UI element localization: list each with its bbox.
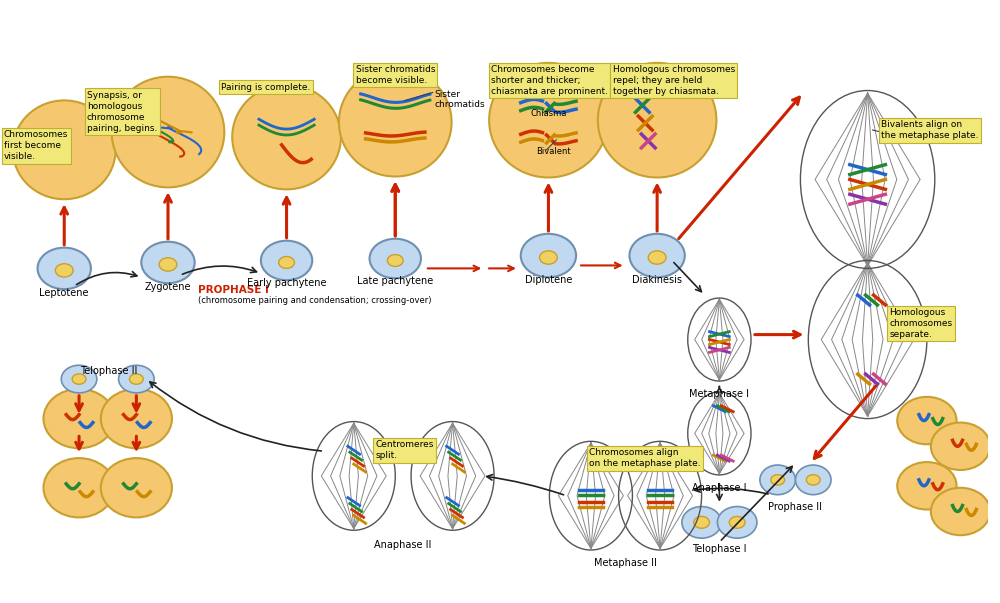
- Text: Homologous chromosomes
repel; they are held
together by chiasmata.: Homologous chromosomes repel; they are h…: [613, 65, 735, 96]
- Text: (chromosome pairing and condensation; crossing-over): (chromosome pairing and condensation; cr…: [198, 296, 431, 305]
- Ellipse shape: [682, 507, 721, 538]
- Ellipse shape: [370, 239, 421, 278]
- Ellipse shape: [38, 248, 91, 289]
- Ellipse shape: [61, 365, 97, 393]
- Text: Chiasma: Chiasma: [531, 109, 567, 118]
- Ellipse shape: [540, 251, 557, 264]
- Ellipse shape: [897, 462, 957, 510]
- Ellipse shape: [717, 507, 757, 538]
- Ellipse shape: [729, 516, 745, 528]
- Ellipse shape: [129, 374, 143, 384]
- Ellipse shape: [897, 397, 957, 444]
- Ellipse shape: [13, 101, 116, 199]
- Ellipse shape: [112, 77, 224, 188]
- Text: Chromosomes become
shorter and thicker;
chiasmata are prominent.: Chromosomes become shorter and thicker; …: [491, 65, 608, 96]
- Text: Prophase II: Prophase II: [768, 502, 822, 511]
- Ellipse shape: [931, 423, 990, 470]
- Text: Anaphase II: Anaphase II: [374, 540, 432, 550]
- Text: Anaphase I: Anaphase I: [692, 483, 747, 493]
- Text: Metaphase II: Metaphase II: [594, 558, 657, 568]
- Ellipse shape: [101, 458, 172, 517]
- Text: Early pachytene: Early pachytene: [247, 278, 326, 288]
- Ellipse shape: [55, 264, 73, 277]
- Text: Diakinesis: Diakinesis: [632, 276, 682, 285]
- Text: Late pachytene: Late pachytene: [357, 276, 433, 286]
- Ellipse shape: [629, 234, 685, 277]
- Text: Bivalents align on
the metaphase plate.: Bivalents align on the metaphase plate.: [881, 120, 979, 140]
- Ellipse shape: [760, 465, 795, 494]
- Text: Synapsis, or
homologous
chromosome
pairing, begins.: Synapsis, or homologous chromosome pairi…: [87, 90, 157, 133]
- Ellipse shape: [598, 63, 716, 177]
- Ellipse shape: [489, 63, 608, 177]
- Ellipse shape: [771, 475, 785, 485]
- Text: Bivalent: Bivalent: [537, 147, 571, 156]
- Text: Telophase II: Telophase II: [80, 366, 137, 376]
- Ellipse shape: [521, 234, 576, 277]
- Ellipse shape: [141, 242, 195, 283]
- Text: Sister
chromatids: Sister chromatids: [435, 89, 485, 109]
- Text: Telophase I: Telophase I: [692, 544, 747, 554]
- Ellipse shape: [339, 68, 452, 177]
- Text: Centromeres
split.: Centromeres split.: [376, 440, 434, 461]
- Ellipse shape: [159, 257, 177, 271]
- Text: Sister chromatids
become visible.: Sister chromatids become visible.: [356, 65, 435, 85]
- Ellipse shape: [43, 458, 115, 517]
- Ellipse shape: [279, 256, 294, 268]
- Text: PROPHASE I: PROPHASE I: [198, 285, 269, 295]
- Text: Leptotene: Leptotene: [39, 288, 89, 298]
- Ellipse shape: [795, 465, 831, 494]
- Ellipse shape: [387, 254, 403, 267]
- Text: Zygotene: Zygotene: [145, 282, 191, 292]
- Text: Chromosomes align
on the metaphase plate.: Chromosomes align on the metaphase plate…: [589, 448, 701, 469]
- Ellipse shape: [72, 374, 86, 384]
- Ellipse shape: [931, 488, 990, 535]
- Ellipse shape: [694, 516, 709, 528]
- Text: Chromosomes
first become
visible.: Chromosomes first become visible.: [4, 130, 68, 161]
- Ellipse shape: [232, 84, 341, 189]
- Ellipse shape: [261, 241, 312, 280]
- Text: Metaphase I: Metaphase I: [689, 389, 749, 399]
- Text: Pairing is complete.: Pairing is complete.: [221, 83, 311, 92]
- Ellipse shape: [43, 389, 115, 448]
- Ellipse shape: [648, 251, 666, 264]
- Ellipse shape: [119, 365, 154, 393]
- Text: Homologous
chromosomes
separate.: Homologous chromosomes separate.: [889, 308, 952, 339]
- Text: Diplotene: Diplotene: [525, 276, 572, 285]
- Ellipse shape: [101, 389, 172, 448]
- Ellipse shape: [806, 475, 820, 485]
